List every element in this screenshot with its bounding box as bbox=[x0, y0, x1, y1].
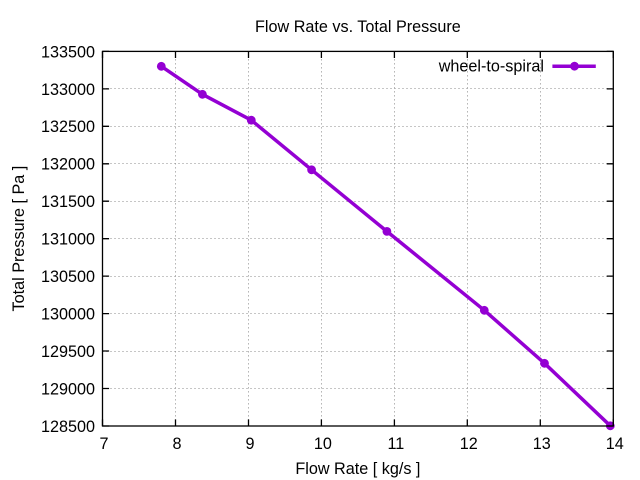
svg-text:130000: 130000 bbox=[41, 306, 95, 324]
svg-text:14: 14 bbox=[606, 435, 624, 453]
svg-text:Total Pressure [ Pa ]: Total Pressure [ Pa ] bbox=[10, 166, 28, 312]
svg-text:8: 8 bbox=[172, 435, 181, 453]
svg-text:129500: 129500 bbox=[41, 343, 95, 361]
svg-text:128500: 128500 bbox=[41, 418, 95, 436]
svg-text:wheel-to-spiral: wheel-to-spiral bbox=[438, 57, 544, 75]
svg-text:12: 12 bbox=[460, 435, 478, 453]
svg-text:129000: 129000 bbox=[41, 380, 95, 398]
svg-text:131000: 131000 bbox=[41, 231, 95, 249]
svg-text:133000: 133000 bbox=[41, 81, 95, 99]
svg-text:132500: 132500 bbox=[41, 118, 95, 136]
svg-text:130500: 130500 bbox=[41, 268, 95, 286]
svg-text:11: 11 bbox=[387, 435, 404, 453]
svg-text:7: 7 bbox=[99, 435, 108, 453]
svg-text:Flow Rate [ kg/s ]: Flow Rate [ kg/s ] bbox=[295, 460, 420, 478]
svg-text:10: 10 bbox=[314, 435, 332, 453]
svg-text:Flow Rate vs. Total Pressure: Flow Rate vs. Total Pressure bbox=[255, 18, 461, 36]
svg-text:13: 13 bbox=[533, 435, 551, 453]
svg-text:9: 9 bbox=[245, 435, 254, 453]
svg-text:131500: 131500 bbox=[41, 193, 95, 211]
svg-text:133500: 133500 bbox=[41, 43, 95, 61]
svg-text:132000: 132000 bbox=[41, 156, 95, 174]
